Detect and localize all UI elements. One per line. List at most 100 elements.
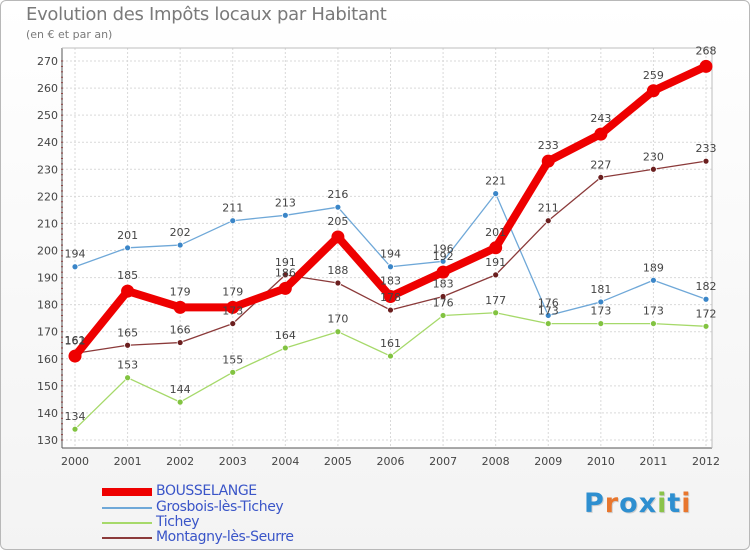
data-point-bousselange xyxy=(278,281,292,295)
data-label-bousselange: 192 xyxy=(433,250,454,263)
data-label-bousselange: 161 xyxy=(65,334,86,347)
data-point-grosbois-l-s-tichey xyxy=(650,276,657,284)
data-point-tichey xyxy=(281,344,289,352)
y-tick-label: 130 xyxy=(37,434,58,447)
data-point-bousselange xyxy=(594,127,608,141)
legend-item: BOUSSELANGE xyxy=(102,484,257,499)
data-label-tichey: 173 xyxy=(643,305,664,318)
data-label-tichey: 164 xyxy=(275,329,296,342)
data-label-montagny-l-s-seurre: 227 xyxy=(590,158,611,171)
data-point-bousselange xyxy=(121,284,135,298)
data-point-grosbois-l-s-tichey xyxy=(702,295,710,303)
data-label-grosbois-l-s-tichey: 221 xyxy=(485,175,506,188)
data-point-tichey xyxy=(71,425,79,433)
data-point-tichey xyxy=(229,368,237,376)
logo-letter: o xyxy=(619,488,639,519)
data-label-montagny-l-s-seurre: 188 xyxy=(327,264,348,277)
legend-item: Grosbois-lès-Tichey xyxy=(102,500,284,515)
data-point-bousselange xyxy=(68,349,82,363)
data-label-grosbois-l-s-tichey: 189 xyxy=(643,261,664,274)
logo-letter: i xyxy=(657,488,668,519)
data-label-montagny-l-s-seurre: 211 xyxy=(538,202,559,215)
data-point-tichey xyxy=(176,398,184,406)
data-label-montagny-l-s-seurre: 165 xyxy=(117,326,138,339)
data-point-tichey xyxy=(387,352,394,360)
data-point-montagny-l-s-seurre xyxy=(702,157,710,165)
y-tick-label: 160 xyxy=(37,353,58,366)
data-point-tichey xyxy=(492,309,500,317)
data-label-montagny-l-s-seurre: 230 xyxy=(643,150,664,163)
x-tick-label: 2009 xyxy=(534,455,562,468)
data-label-tichey: 176 xyxy=(433,296,454,309)
data-point-tichey xyxy=(597,320,605,327)
data-label-grosbois-l-s-tichey: 196 xyxy=(433,242,454,255)
data-label-grosbois-l-s-tichey: 181 xyxy=(590,283,611,296)
data-label-tichey: 153 xyxy=(117,359,138,372)
data-label-bousselange: 205 xyxy=(327,215,348,228)
data-point-grosbois-l-s-tichey xyxy=(124,244,131,252)
data-point-grosbois-l-s-tichey xyxy=(597,298,605,306)
data-label-grosbois-l-s-tichey: 194 xyxy=(380,248,401,261)
data-label-bousselange: 179 xyxy=(170,285,191,298)
data-label-montagny-l-s-seurre: 173 xyxy=(222,305,243,318)
data-label-montagny-l-s-seurre: 183 xyxy=(433,278,454,291)
legend-label: BOUSSELANGE xyxy=(156,483,257,499)
data-point-grosbois-l-s-tichey xyxy=(544,312,552,319)
data-label-bousselange: 243 xyxy=(590,112,611,125)
data-label-tichey: 161 xyxy=(380,337,401,350)
chart-subtitle: (en € et par an) xyxy=(26,28,113,41)
data-point-bousselange xyxy=(436,265,450,279)
x-tick-label: 2012 xyxy=(692,455,720,468)
data-label-montagny-l-s-seurre: 166 xyxy=(170,324,191,337)
x-tick-label: 2006 xyxy=(377,455,405,468)
data-label-tichey: 172 xyxy=(696,307,717,320)
data-label-bousselange: 268 xyxy=(696,44,717,57)
data-point-bousselange xyxy=(384,290,397,304)
data-label-bousselange: 201 xyxy=(485,226,506,239)
data-point-tichey xyxy=(334,328,342,336)
data-label-bousselange: 259 xyxy=(643,69,664,82)
y-tick-label: 170 xyxy=(37,326,58,339)
data-label-grosbois-l-s-tichey: 211 xyxy=(222,202,243,215)
y-tick-label: 260 xyxy=(37,82,58,95)
data-point-grosbois-l-s-tichey xyxy=(229,217,237,225)
y-tick-label: 200 xyxy=(37,245,58,258)
data-point-grosbois-l-s-tichey xyxy=(281,211,289,219)
data-point-montagny-l-s-seurre xyxy=(176,339,184,346)
data-point-bousselange xyxy=(226,300,240,314)
data-label-bousselange: 186 xyxy=(275,266,296,279)
y-tick-label: 240 xyxy=(37,136,58,149)
logo-letter: t xyxy=(667,488,682,519)
x-tick-label: 2010 xyxy=(587,455,615,468)
y-tick-label: 210 xyxy=(37,217,58,230)
data-label-tichey: 173 xyxy=(590,305,611,318)
data-point-montagny-l-s-seurre xyxy=(492,271,500,279)
data-point-bousselange xyxy=(699,59,713,73)
y-tick-label: 270 xyxy=(37,55,58,68)
y-tick-label: 250 xyxy=(37,109,58,122)
data-point-tichey xyxy=(702,322,710,330)
data-point-grosbois-l-s-tichey xyxy=(492,190,500,198)
data-point-montagny-l-s-seurre xyxy=(387,306,394,314)
data-point-montagny-l-s-seurre xyxy=(124,341,131,349)
data-label-bousselange: 179 xyxy=(222,285,243,298)
data-label-grosbois-l-s-tichey: 176 xyxy=(538,296,559,309)
data-label-tichey: 177 xyxy=(485,294,506,307)
data-point-grosbois-l-s-tichey xyxy=(334,203,342,211)
data-point-grosbois-l-s-tichey xyxy=(387,263,394,271)
x-tick-label: 2008 xyxy=(482,455,510,468)
legend-swatch xyxy=(102,487,152,496)
data-label-grosbois-l-s-tichey: 216 xyxy=(327,188,348,201)
data-point-montagny-l-s-seurre xyxy=(281,271,289,279)
data-point-montagny-l-s-seurre xyxy=(650,165,657,173)
legend-label: Montagny-lès-Seurre xyxy=(156,529,294,545)
data-point-bousselange xyxy=(646,84,660,98)
x-tick-label: 2011 xyxy=(639,455,667,468)
legend-label: Tichey xyxy=(156,514,200,530)
data-label-montagny-l-s-seurre: 162 xyxy=(65,334,86,347)
data-label-tichey: 144 xyxy=(170,383,191,396)
x-tick-label: 2001 xyxy=(114,455,142,468)
data-point-grosbois-l-s-tichey xyxy=(71,263,79,271)
x-tick-label: 2007 xyxy=(429,455,457,468)
